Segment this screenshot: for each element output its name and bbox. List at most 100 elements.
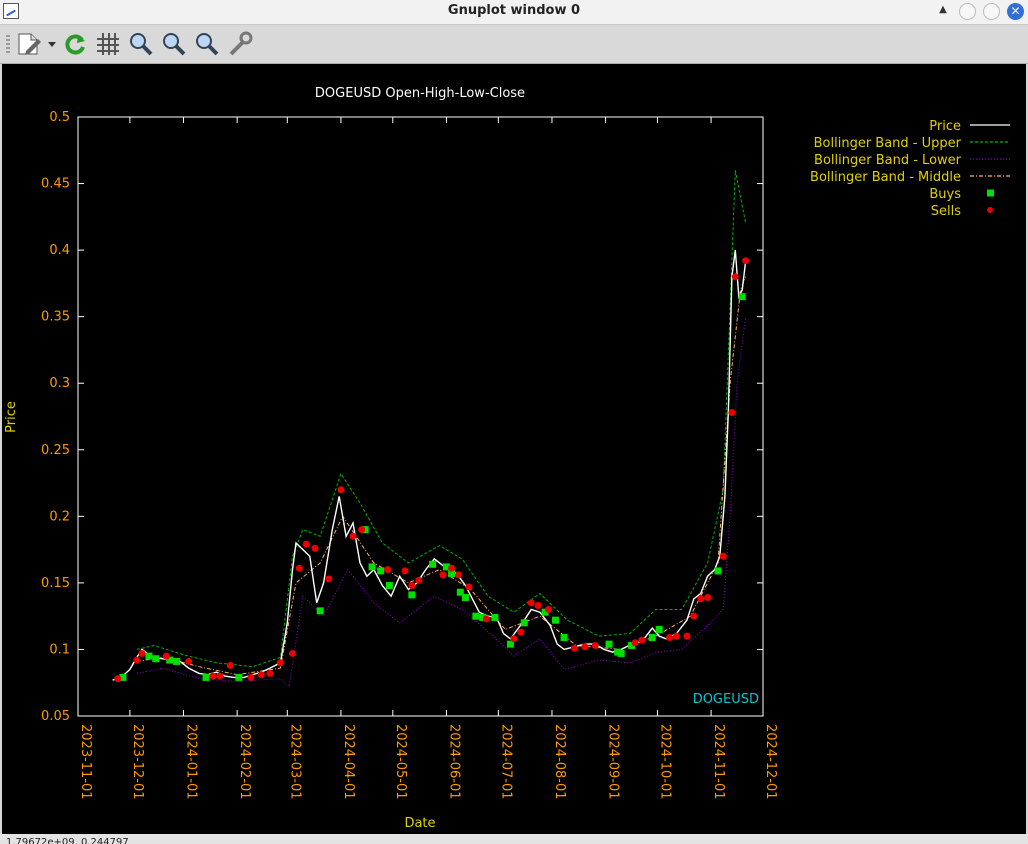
minimize-button[interactable] xyxy=(959,3,976,20)
app-icon xyxy=(3,3,19,19)
sell-marker xyxy=(226,661,234,669)
chart-title: DOGEUSD Open-High-Low-Close xyxy=(315,86,525,101)
x-tick-label: 2023-12-01 xyxy=(130,724,145,800)
x-tick-label: 2024-09-01 xyxy=(606,724,621,800)
sell-marker xyxy=(302,540,310,548)
zoom-next-icon[interactable] xyxy=(161,31,187,57)
buy-marker xyxy=(368,563,376,571)
buy-marker xyxy=(202,673,210,681)
buy-marker xyxy=(655,625,663,633)
buy-marker xyxy=(119,673,127,681)
y-tick-label: 0.2 xyxy=(49,509,70,524)
ohlc-chart: DOGEUSD Open-High-Low-Close 0.050.10.150… xyxy=(4,86,1010,831)
y-tick-label: 0.05 xyxy=(41,709,70,724)
window-menu-up-icon[interactable]: ▲ xyxy=(939,4,947,15)
sell-marker xyxy=(311,544,319,552)
buy-marker xyxy=(442,563,450,571)
x-tick-label: 2023-11-01 xyxy=(78,724,93,800)
buy-marker xyxy=(551,616,559,624)
sell-marker xyxy=(337,486,345,494)
export-menu-icon[interactable] xyxy=(16,31,42,57)
sell-marker xyxy=(704,594,712,602)
zoom-previous-icon[interactable] xyxy=(128,31,154,57)
x-tick-label: 2024-07-01 xyxy=(498,724,513,800)
x-tick-label: 2024-08-01 xyxy=(552,724,567,800)
buy-marker xyxy=(628,641,636,649)
legend-label: Buys xyxy=(929,187,961,202)
legend-label: Bollinger Band - Upper xyxy=(814,136,962,151)
x-tick-label: 2024-01-01 xyxy=(184,724,199,800)
buy-marker xyxy=(166,656,174,664)
window-title: Gnuplot window 0 xyxy=(447,3,581,18)
sell-marker xyxy=(415,576,423,584)
x-tick-label: 2024-04-01 xyxy=(341,724,356,800)
sell-marker xyxy=(683,632,691,640)
buy-marker xyxy=(429,560,437,568)
toolbar-grip[interactable] xyxy=(6,35,10,53)
sell-marker xyxy=(581,643,589,651)
sell-marker xyxy=(728,409,736,417)
sell-marker xyxy=(133,656,141,664)
symbol-annotation: DOGEUSD xyxy=(693,692,759,707)
sell-marker xyxy=(216,672,224,680)
x-tick-label: 2024-05-01 xyxy=(393,724,408,800)
buy-marker xyxy=(506,640,514,648)
price-line xyxy=(112,250,747,681)
settings-icon[interactable] xyxy=(227,31,253,57)
sell-marker xyxy=(638,636,646,644)
sell-marker xyxy=(384,566,392,574)
sell-marker xyxy=(510,635,518,643)
sell-marker xyxy=(295,564,303,572)
sell-marker xyxy=(276,659,284,667)
replot-icon[interactable] xyxy=(62,31,88,57)
marker-layer xyxy=(114,257,750,683)
sell-marker xyxy=(455,571,463,579)
close-button[interactable]: ✕ xyxy=(1007,3,1024,20)
buy-marker xyxy=(385,582,393,590)
sell-marker xyxy=(534,602,542,610)
sell-marker xyxy=(673,632,681,640)
buy-marker xyxy=(648,633,656,641)
x-tick-label: 2024-06-01 xyxy=(446,724,461,800)
buy-marker xyxy=(738,293,746,301)
y-tick-label: 0.25 xyxy=(41,443,70,458)
sell-marker xyxy=(666,633,674,641)
sell-marker xyxy=(742,257,750,265)
sell-marker xyxy=(465,583,473,591)
sell-marker xyxy=(697,595,705,603)
buy-marker xyxy=(617,649,625,657)
sell-marker xyxy=(325,575,333,583)
plot-area[interactable]: DOGEUSD Open-High-Low-Close 0.05 0.1 0.15 0… xyxy=(2,64,1026,834)
sell-marker xyxy=(527,599,535,607)
series-layer xyxy=(112,170,747,688)
chevron-down-icon[interactable] xyxy=(48,42,56,47)
legend-label: Bollinger Band - Lower xyxy=(814,153,962,168)
sell-marker xyxy=(517,628,525,636)
sell-marker xyxy=(482,615,490,623)
buy-marker xyxy=(316,607,324,615)
sell-marker xyxy=(349,532,357,540)
y-tick-label: 0.15 xyxy=(41,576,70,591)
sell-marker xyxy=(257,671,265,679)
legend: Price Bollinger Band - Upper Bollinger Ban… xyxy=(810,119,1010,219)
sell-marker xyxy=(448,564,456,572)
buy-marker xyxy=(448,570,456,578)
sell-marker xyxy=(138,649,146,657)
bollinger-middle-line xyxy=(136,276,747,676)
buy-marker xyxy=(605,640,613,648)
x-tick-label: 2024-11-01 xyxy=(711,724,726,800)
y-axis: 0.05 0.1 0.15 0.2 0.25 0.3 0.35 0.4 0.45 0.5 xyxy=(41,110,763,724)
x-tick-label: 2024-03-01 xyxy=(287,724,302,800)
sell-marker xyxy=(439,571,447,579)
sell-marker xyxy=(570,644,578,652)
sell-marker xyxy=(690,612,698,620)
sell-marker xyxy=(266,669,274,677)
autoscale-icon[interactable] xyxy=(194,31,220,57)
grid-icon[interactable] xyxy=(95,31,121,57)
sell-marker xyxy=(408,582,416,590)
y-tick-label: 0.35 xyxy=(41,310,70,325)
maximize-button[interactable] xyxy=(983,3,1000,20)
sell-marker xyxy=(719,552,727,560)
buy-marker xyxy=(541,608,549,616)
buy-marker xyxy=(408,591,416,599)
